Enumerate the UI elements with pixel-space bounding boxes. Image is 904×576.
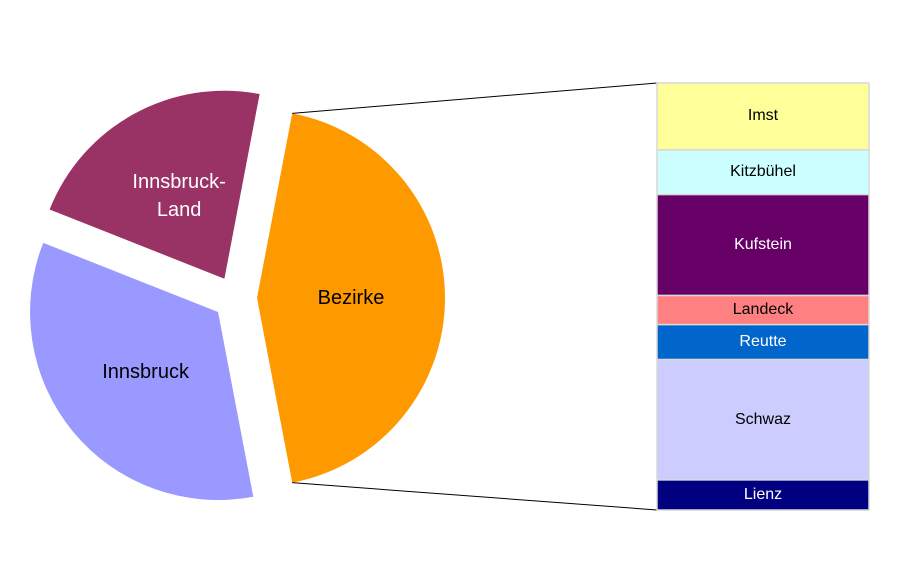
bar-segment xyxy=(656,149,870,196)
data-label: Schwaz xyxy=(734,410,792,428)
data-label: Landeck xyxy=(732,300,794,318)
pie-slice xyxy=(30,242,254,501)
data-label: Kufstein xyxy=(734,235,792,253)
bar-segment xyxy=(656,294,870,326)
bar-segment xyxy=(656,358,870,481)
data-label: Lienz xyxy=(743,485,783,503)
bar-segment xyxy=(656,82,870,151)
pie-slice xyxy=(257,113,445,483)
bar-segment xyxy=(656,193,870,297)
data-label: Kitzbühel xyxy=(730,163,796,181)
bar-segment xyxy=(656,323,870,361)
data-label: Imst xyxy=(747,107,779,125)
data-label: Reutte xyxy=(739,332,787,350)
pie-slice xyxy=(49,90,260,279)
connector xyxy=(292,482,658,511)
data-label: Bezirke xyxy=(317,287,385,309)
data-label: Innsbruck-Land xyxy=(132,171,226,222)
connector xyxy=(292,82,658,114)
bar-segment xyxy=(656,479,870,511)
data-label: Innsbruck xyxy=(102,360,189,383)
